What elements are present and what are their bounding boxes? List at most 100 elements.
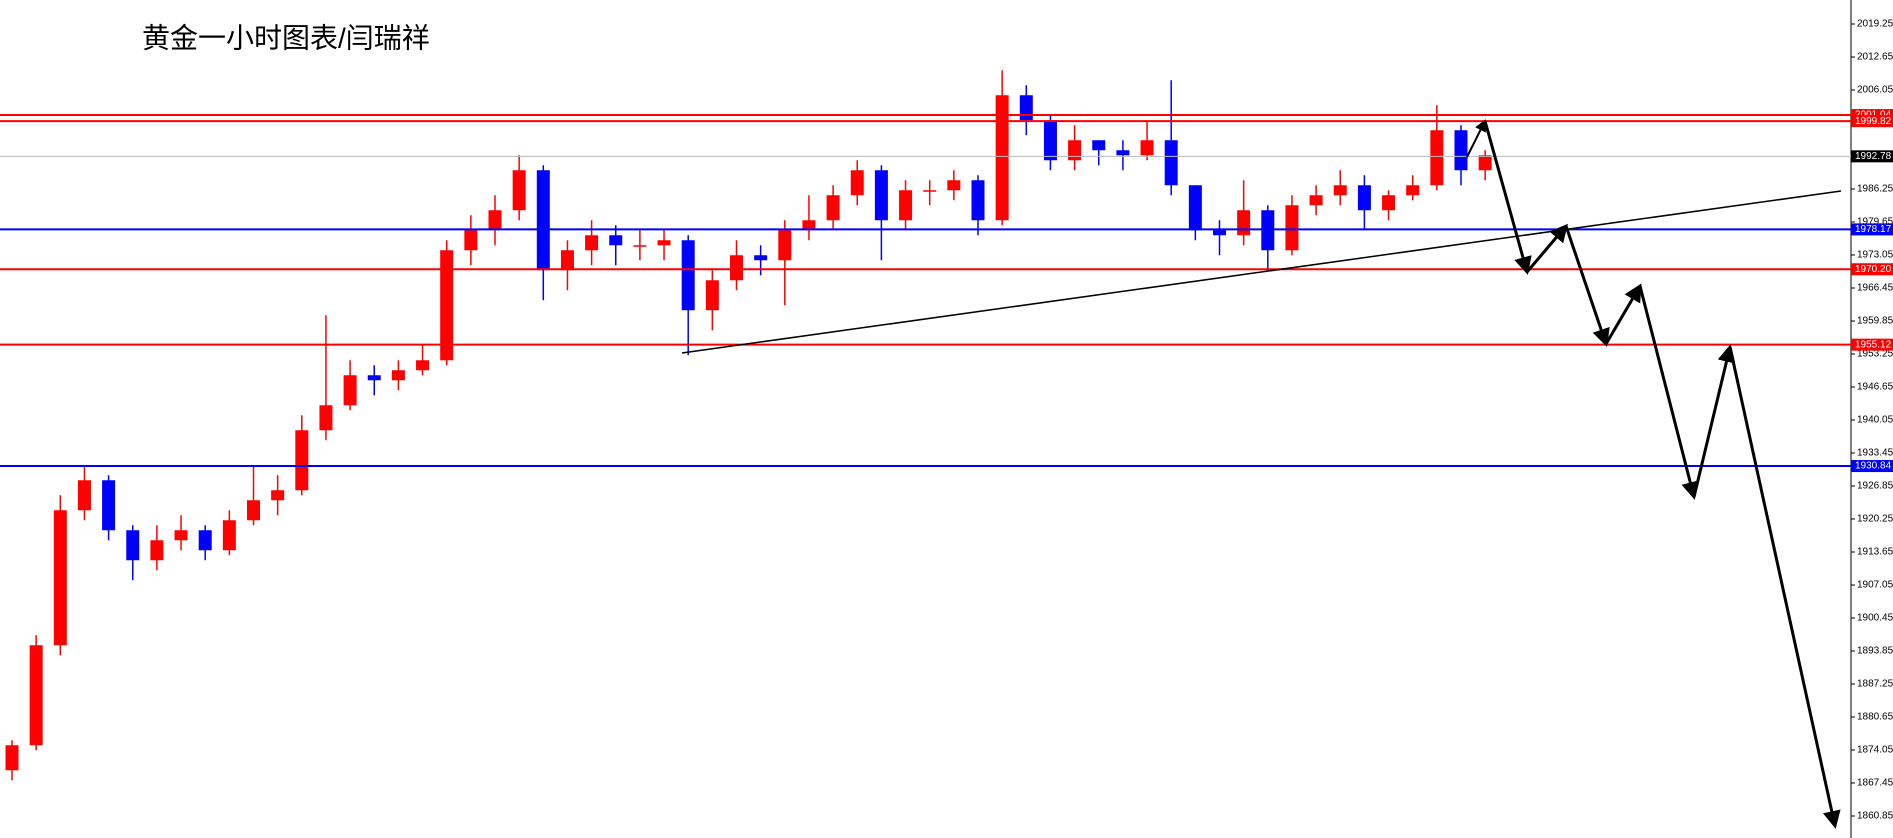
y-tick-label: 1874.05: [1857, 745, 1893, 756]
forecast-arrow: [1604, 283, 1642, 345]
y-tick-label: 1959.85: [1857, 316, 1893, 327]
candle-body: [585, 235, 599, 251]
y-tick-label: 1887.25: [1857, 679, 1893, 690]
candle-body: [343, 375, 357, 406]
candle-body: [271, 490, 285, 501]
price-level-label: 1992.78: [1855, 151, 1892, 162]
candle-body: [681, 240, 695, 311]
candle-body: [1213, 230, 1226, 236]
candle-body: [1068, 140, 1082, 161]
y-tick-label: 1893.85: [1857, 646, 1893, 657]
y-tick-label: 1860.85: [1857, 811, 1893, 822]
candle-body: [1333, 185, 1347, 196]
y-tick-label: 1940.05: [1857, 415, 1893, 426]
y-tick-label: 1907.05: [1857, 580, 1893, 591]
candle-body: [488, 210, 502, 231]
candle-body: [5, 745, 19, 771]
y-tick-label: 1880.65: [1857, 712, 1893, 723]
forecast-arrow: [1525, 223, 1568, 273]
candle-body: [1237, 210, 1251, 236]
candle-body: [247, 500, 260, 521]
candle-body: [560, 250, 574, 271]
candle-body: [802, 220, 816, 231]
trend-line: [681, 190, 1842, 354]
candle-body: [1357, 185, 1371, 211]
forecast-arrow: [1483, 120, 1532, 275]
plot-area: [0, 70, 1851, 781]
price-level-label: 1970.20: [1855, 264, 1892, 275]
y-tick-label: 1913.65: [1857, 547, 1893, 558]
price-level-label: 1930.84: [1855, 461, 1892, 472]
candle-body: [995, 95, 1009, 221]
candle-body: [1116, 150, 1130, 156]
candle-body: [1019, 95, 1033, 121]
candle-body: [609, 235, 623, 246]
candle-body: [416, 360, 430, 371]
price-level-box: [1851, 460, 1893, 473]
candle-body: [174, 530, 188, 541]
candle-body: [150, 540, 164, 561]
forecast-arrow: [1466, 119, 1486, 158]
forecast-arrow: [1564, 225, 1610, 347]
candle-body: [1454, 130, 1468, 171]
price-level-label: 1955.12: [1855, 339, 1892, 350]
y-tick-label: 2006.05: [1857, 85, 1893, 96]
candle-body: [29, 645, 43, 746]
candle-body: [1285, 205, 1299, 251]
candle-body: [657, 240, 671, 246]
candle-body: [874, 170, 888, 221]
candle-body: [102, 480, 116, 531]
price-level-box: [1851, 150, 1893, 163]
price-level-box: [1851, 263, 1893, 276]
chart-title: 黄金一小时图表/闫瑞祥: [142, 22, 430, 53]
candle-body: [77, 480, 91, 511]
candle-body: [1164, 140, 1178, 186]
y-tick-label: 1900.45: [1857, 613, 1893, 624]
candle-body: [705, 280, 719, 311]
price-level-box: [1851, 115, 1893, 128]
candle-body: [1478, 155, 1492, 171]
candle-body: [1382, 195, 1396, 211]
candle-body: [198, 530, 212, 551]
candle-body: [899, 190, 913, 221]
candle-body: [319, 405, 333, 431]
candle-body: [440, 250, 454, 361]
candle-body: [1092, 140, 1106, 151]
forecast-arrow: [1692, 344, 1736, 498]
y-tick-label: 1920.25: [1857, 514, 1893, 525]
y-tick-label: 1933.45: [1857, 448, 1893, 459]
price-level-box: [1851, 223, 1893, 236]
y-tick-label: 1953.25: [1857, 349, 1893, 360]
candle-body: [367, 375, 381, 381]
candle-body: [1140, 140, 1154, 156]
candle-body: [536, 170, 550, 271]
annotations: [681, 119, 1842, 829]
y-tick-label: 2019.25: [1857, 19, 1893, 30]
candle-body: [512, 170, 526, 211]
forecast-arrow: [1638, 285, 1699, 500]
candle-body: [923, 190, 937, 192]
candle-body: [126, 530, 140, 561]
candle-body: [1430, 130, 1444, 186]
candle-body: [295, 430, 309, 491]
y-tick-label: 2012.65: [1857, 52, 1893, 63]
y-tick-label: 1867.45: [1857, 778, 1893, 789]
price-level-label: 1978.17: [1855, 224, 1892, 235]
candle-body: [464, 230, 478, 251]
candle-body: [1188, 185, 1202, 231]
y-tick-label: 1979.65: [1857, 217, 1893, 228]
candle-body: [947, 180, 961, 191]
candle-body: [1406, 185, 1420, 196]
candle-body: [730, 255, 743, 281]
price-level-box: [1851, 338, 1893, 351]
candle-body: [971, 180, 985, 221]
forecast-arrow: [1728, 346, 1841, 829]
y-tick-label: 1973.05: [1857, 250, 1893, 261]
candle-body: [53, 510, 67, 646]
candle-body: [222, 520, 236, 551]
y-tick-label: 1926.85: [1857, 481, 1893, 492]
candle-body: [1309, 195, 1323, 206]
